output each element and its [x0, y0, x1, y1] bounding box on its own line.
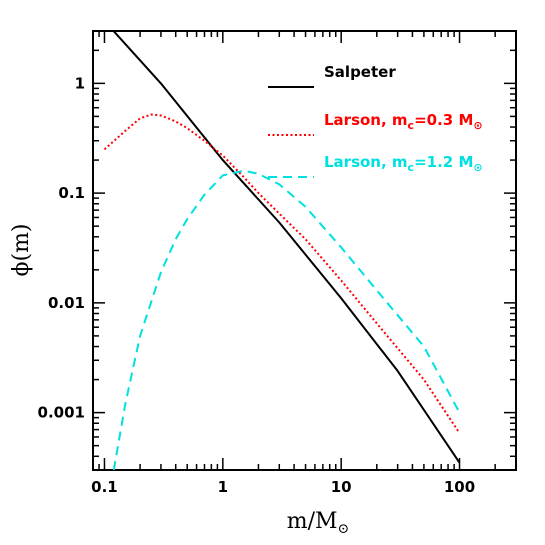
legend-sub2-1: ⊙ — [473, 119, 482, 132]
plot-frame — [92, 30, 517, 471]
legend-label-2: Larson, mc=1.2 M⊙ — [324, 153, 483, 174]
y-tick-label: 0.1 — [58, 184, 85, 202]
legend-sub2-2: ⊙ — [473, 161, 482, 174]
x-axis-label-sub: ⊙ — [338, 521, 350, 537]
legend-text-0: Salpeter — [324, 63, 396, 81]
y-axis-label: ϕ(m) — [9, 223, 34, 276]
legend-suffix-1: =0.3 M — [414, 111, 473, 129]
legend-sub-2: c — [408, 161, 415, 174]
y-tick-label: 0.001 — [38, 404, 85, 422]
x-tick-label: 10 — [331, 478, 352, 496]
y-tick-label: 1 — [75, 74, 85, 92]
legend-label-0: Salpeter — [324, 63, 396, 81]
series-line-0 — [112, 31, 461, 464]
series-line-2 — [112, 169, 461, 470]
x-axis-label: m/M⊙ — [287, 509, 350, 537]
legend-label-1: Larson, mc=0.3 M⊙ — [324, 111, 483, 132]
y-tick-label: 0.01 — [48, 294, 85, 312]
series-lines — [103, 31, 461, 470]
x-tick-label: 1 — [218, 478, 228, 496]
legend-suffix-2: =1.2 M — [414, 153, 473, 171]
x-tick-label: 100 — [444, 478, 475, 496]
legend-text-2: Larson, m — [324, 153, 408, 171]
x-axis-label-main: m/M — [287, 509, 338, 534]
legend-text-1: Larson, m — [324, 111, 408, 129]
legend-sub-1: c — [408, 119, 415, 132]
x-tick-label: 0.1 — [91, 478, 118, 496]
series-line-1 — [103, 113, 461, 434]
axis-ticks — [92, 30, 517, 471]
tick-labels: 0.1 1 10 100 0.001 0.01 0.1 1 — [38, 74, 476, 496]
